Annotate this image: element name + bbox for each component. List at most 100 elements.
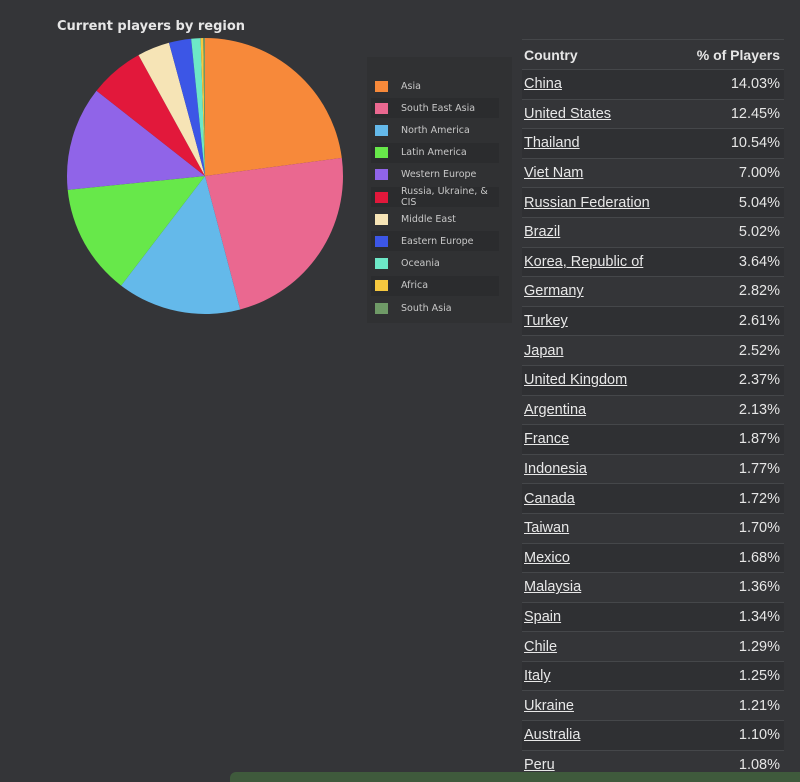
country-link[interactable]: Malaysia (524, 579, 582, 596)
country-link[interactable]: Thailand (524, 135, 580, 152)
legend-label: Eastern Europe (401, 235, 474, 247)
chart-legend: Asia South East Asia North America Latin Am… (367, 57, 512, 323)
legend-swatch (375, 169, 388, 181)
percent-cell: 1.87% (678, 424, 784, 455)
percent-cell: 2.82% (678, 276, 784, 307)
pie-slice-africa[interactable] (200, 38, 205, 176)
percent-cell: 1.68% (678, 542, 784, 573)
country-link[interactable]: Brazil (524, 224, 561, 241)
country-link[interactable]: Canada (524, 490, 575, 507)
country-cell: Japan (522, 335, 679, 366)
country-link[interactable]: Spain (524, 608, 562, 625)
legend-swatch (375, 124, 388, 136)
percent-cell: 2.37% (678, 364, 784, 396)
legend-swatch (375, 258, 388, 270)
table-row: Thailand 10.54% (522, 128, 784, 159)
percent-cell: 1.72% (678, 483, 784, 514)
legend-item[interactable]: Russia, Ukraine, & CIS (371, 186, 499, 208)
pie-slice-western-europe[interactable] (67, 90, 206, 190)
country-link[interactable]: Indonesia (524, 461, 587, 478)
percent-cell: 10.54% (678, 128, 784, 159)
percent-cell: 3.64% (678, 246, 784, 277)
percent-cell: 2.61% (678, 305, 784, 336)
country-cell: Argentina (522, 394, 679, 425)
country-cell: Ukraine (522, 690, 679, 721)
country-link[interactable]: Turkey (524, 313, 568, 330)
legend-label: Asia (401, 80, 421, 92)
pie-slice-middle-east[interactable] (138, 42, 205, 177)
table-row: Spain 1.34% (522, 601, 784, 632)
country-link[interactable]: Japan (524, 342, 564, 359)
legend-item[interactable]: South East Asia (371, 98, 499, 119)
table-row: China 14.03% (522, 69, 784, 100)
legend-item[interactable]: Middle East (371, 209, 499, 229)
pie-slice-oceania[interactable] (191, 38, 205, 176)
table-row: Korea, Republic of 3.64% (522, 246, 784, 277)
legend-item[interactable]: Latin America (371, 142, 499, 163)
country-cell: Brazil (522, 216, 679, 248)
legend-item[interactable]: Eastern Europe (371, 231, 499, 252)
pie-slice-russia-ukraine-cis[interactable] (96, 55, 205, 176)
table-row: Russian Federation 5.04% (522, 187, 784, 218)
legend-swatch (375, 102, 388, 114)
country-link[interactable]: Viet Nam (524, 165, 584, 182)
country-link[interactable]: Peru (524, 756, 555, 773)
legend-item[interactable]: South Asia (371, 298, 499, 318)
country-link[interactable]: United Kingdom (524, 372, 628, 389)
table-row: Malaysia 1.36% (522, 572, 784, 603)
legend-swatch (375, 80, 388, 92)
country-link[interactable]: United States (524, 105, 612, 122)
percent-cell: 7.00% (678, 157, 784, 188)
percent-cell: 1.21% (678, 690, 784, 721)
country-link[interactable]: France (524, 431, 570, 448)
country-cell: United Kingdom (522, 364, 679, 396)
country-link[interactable]: Germany (524, 283, 584, 300)
country-link[interactable]: Italy (524, 668, 551, 685)
country-cell: China (522, 69, 679, 100)
legend-swatch (375, 191, 388, 203)
table-row: United Kingdom 2.37% (522, 364, 784, 396)
country-cell: Korea, Republic of (522, 246, 679, 277)
country-cell: Italy (522, 660, 679, 691)
pie-slice-eastern-europe[interactable] (169, 38, 205, 176)
percent-cell: 5.04% (678, 187, 784, 218)
pie-slice-south-asia[interactable] (203, 38, 205, 176)
percent-cell: 2.13% (678, 394, 784, 425)
legend-item[interactable]: North America (371, 120, 499, 140)
legend-swatch (375, 302, 388, 314)
percent-cell: 1.70% (678, 512, 784, 543)
legend-label: North America (401, 124, 470, 136)
percent-cell: 1.25% (678, 660, 784, 691)
pie-slice-asia[interactable] (205, 38, 342, 176)
bottom-bar (230, 772, 800, 782)
percent-cell: 1.29% (678, 631, 784, 662)
pie-slice-north-america[interactable] (121, 176, 241, 314)
country-link[interactable]: Argentina (524, 401, 587, 418)
country-link[interactable]: Russian Federation (524, 194, 650, 211)
table-row: Italy 1.25% (522, 660, 784, 691)
legend-item[interactable]: Africa (371, 275, 499, 296)
legend-item[interactable]: Western Europe (371, 165, 499, 185)
country-cell: Canada (522, 483, 679, 514)
legend-item[interactable]: Asia (371, 76, 499, 96)
country-link[interactable]: Mexico (524, 549, 570, 566)
legend-item[interactable]: Oceania (371, 254, 499, 274)
table-row: Japan 2.52% (522, 335, 784, 366)
country-link[interactable]: China (524, 76, 562, 93)
country-link[interactable]: Taiwan (524, 520, 570, 537)
table-row: United States 12.45% (522, 98, 784, 129)
table-row: Ukraine 1.21% (522, 690, 784, 721)
country-cell: Germany (522, 276, 679, 307)
pie-slice-latin-america[interactable] (67, 176, 205, 286)
table-row: Argentina 2.13% (522, 394, 784, 425)
country-link[interactable]: Ukraine (524, 697, 574, 714)
country-cell: United States (522, 98, 679, 129)
country-link[interactable]: Korea, Republic of (524, 253, 644, 270)
table-row: Mexico 1.68% (522, 542, 784, 573)
country-link[interactable]: Australia (524, 727, 581, 744)
column-header-country: Country (522, 39, 679, 70)
table-row: Germany 2.82% (522, 276, 784, 307)
country-link[interactable]: Chile (524, 638, 558, 655)
pie-slice-south-east-asia[interactable] (205, 157, 343, 310)
table-row: Turkey 2.61% (522, 305, 784, 336)
